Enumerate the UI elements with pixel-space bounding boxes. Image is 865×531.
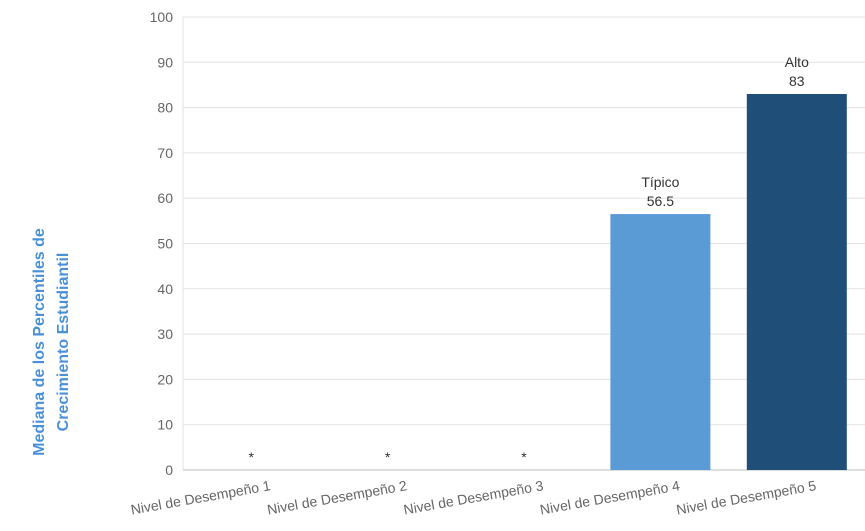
y-tick-label: 20 bbox=[157, 371, 173, 387]
grid-layer bbox=[182, 16, 865, 471]
bar-5[interactable] bbox=[746, 94, 847, 470]
y-tick-label: 70 bbox=[157, 145, 173, 161]
y-axis-ticks: 0 10 20 30 40 50 60 70 80 90 100 bbox=[150, 9, 174, 478]
data-label-value: * bbox=[521, 449, 527, 465]
y-tick-label: 60 bbox=[157, 190, 173, 206]
y-tick-label: 100 bbox=[150, 9, 174, 25]
x-category-label: Nivel de Desempeño 4 bbox=[539, 477, 681, 517]
data-label-tag: Típico bbox=[641, 174, 679, 190]
data-label-value: * bbox=[248, 449, 254, 465]
y-tick-label: 40 bbox=[157, 281, 173, 297]
bar-4[interactable] bbox=[610, 214, 711, 470]
x-category-label: Nivel de Desempeño 3 bbox=[402, 477, 544, 517]
data-label-value: * bbox=[385, 449, 391, 465]
x-category-label: Nivel de Desempeño 2 bbox=[266, 477, 408, 517]
y-tick-label: 30 bbox=[157, 326, 173, 342]
y-axis-title-line-2: Crecimiento Estudiantil bbox=[55, 253, 72, 432]
x-category-label: Nivel de Desempeño 1 bbox=[129, 477, 271, 517]
bars bbox=[610, 94, 847, 470]
y-axis-title: Mediana de los Percentiles de Crecimient… bbox=[31, 228, 72, 456]
y-tick-label: 80 bbox=[157, 100, 173, 116]
data-label-value: 56.5 bbox=[647, 193, 674, 209]
data-label-value: 83 bbox=[789, 73, 805, 89]
y-tick-label: 0 bbox=[165, 462, 173, 478]
y-axis-title-line-1: Mediana de los Percentiles de bbox=[31, 228, 48, 456]
x-category-label: Nivel de Desempeño 5 bbox=[675, 477, 817, 517]
y-tick-label: 90 bbox=[157, 54, 173, 70]
data-labels: * * * 56.5 Típico 83 Alto bbox=[248, 54, 809, 465]
y-tick-label: 50 bbox=[157, 236, 173, 252]
y-tick-label: 10 bbox=[157, 417, 173, 433]
data-label-tag: Alto bbox=[785, 54, 809, 70]
